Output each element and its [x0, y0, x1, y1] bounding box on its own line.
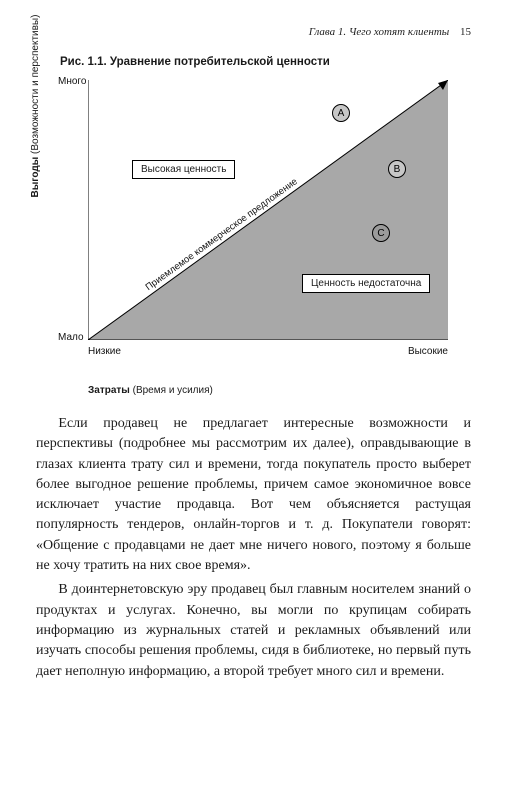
- y-tick-bottom: Мало: [58, 332, 84, 343]
- x-axis-title-bold: Затраты: [88, 385, 130, 396]
- marker-c: C: [372, 224, 390, 242]
- x-tick-right: Высокие: [408, 346, 448, 357]
- y-axis-title-paren: (Возможности и перспективы): [30, 15, 41, 154]
- value-equation-chart: Выгоды (Возможности и перспективы) Много…: [38, 76, 468, 396]
- paragraph-1: Если продавец не предлагает интересные в…: [36, 414, 471, 576]
- x-axis-title: Затраты (Время и усилия): [88, 385, 213, 396]
- low-value-label: Ценность недостаточна: [302, 274, 430, 293]
- running-head: Глава 1. Чего хотят клиенты 15: [36, 26, 471, 38]
- paragraph-2: В доинтернетовскую эру продавец был глав…: [36, 580, 471, 681]
- x-axis-title-paren: (Время и усилия): [133, 385, 213, 396]
- chapter-title: Глава 1. Чего хотят клиенты: [309, 26, 449, 38]
- page: Глава 1. Чего хотят клиенты 15 Рис. 1.1.…: [0, 0, 505, 795]
- x-tick-left: Низкие: [88, 346, 121, 357]
- y-tick-top: Много: [58, 76, 86, 87]
- body-text: Если продавец не предлагает интересные в…: [36, 414, 471, 682]
- plot-svg: [88, 80, 448, 340]
- marker-b: B: [388, 160, 406, 178]
- marker-a: A: [332, 104, 350, 122]
- page-number: 15: [460, 26, 471, 38]
- figure-caption: Рис. 1.1. Уравнение потребительской ценн…: [60, 56, 471, 68]
- y-axis-title-bold: Выгоды: [30, 157, 41, 198]
- high-value-label: Высокая ценность: [132, 160, 235, 179]
- plot-area: Приемлемое коммерческое предложение Высо…: [88, 80, 448, 340]
- y-axis-title: Выгоды (Возможности и перспективы): [30, 0, 41, 236]
